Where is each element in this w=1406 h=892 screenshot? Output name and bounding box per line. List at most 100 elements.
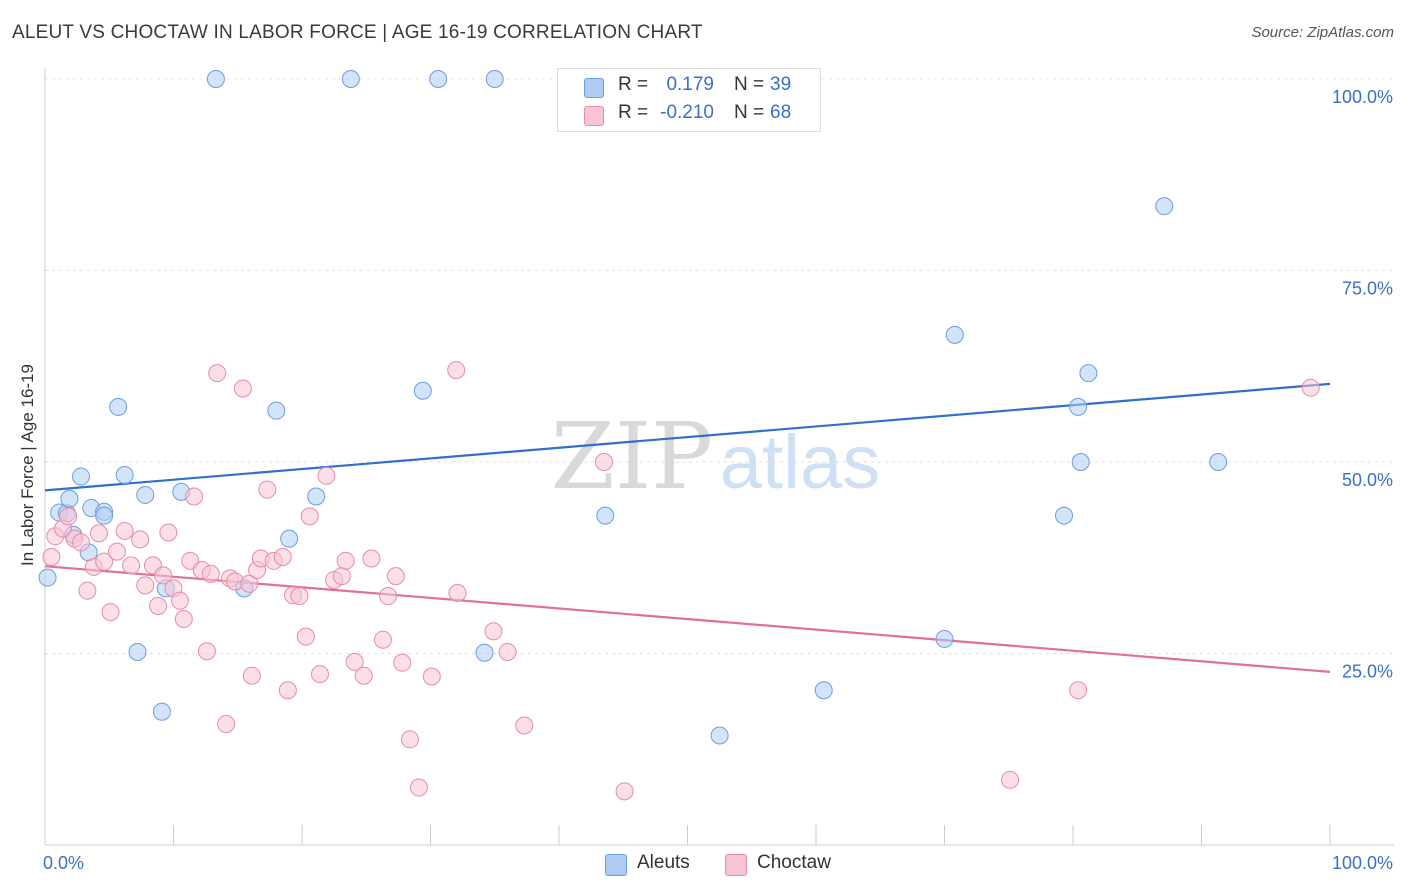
point-choctaw-14 xyxy=(131,530,150,549)
point-aleuts-31 xyxy=(945,325,964,344)
point-choctaw-49 xyxy=(336,551,355,570)
point-choctaw-21 xyxy=(170,591,189,610)
n-value: 39 xyxy=(770,74,792,95)
point-choctaw-33 xyxy=(240,574,259,593)
point-aleuts-27 xyxy=(596,506,615,525)
point-choctaw-19 xyxy=(159,523,178,542)
point-choctaw-58 xyxy=(409,778,428,797)
point-choctaw-55 xyxy=(386,567,405,586)
source-label: Source: ZipAtlas.com xyxy=(1251,24,1394,41)
chart-title: ALEUT VS CHOCTAW IN LABOR FORCE | AGE 16… xyxy=(12,22,703,43)
legend-label-choctaw: Choctaw xyxy=(757,852,831,873)
point-aleuts-37 xyxy=(1155,197,1174,216)
point-choctaw-67 xyxy=(1001,770,1020,789)
point-choctaw-61 xyxy=(448,583,467,602)
trend-line-choctaw xyxy=(44,565,1331,673)
point-choctaw-22 xyxy=(174,610,193,629)
aleuts-swatch xyxy=(584,78,604,98)
legend-label-aleuts: Aleuts xyxy=(637,852,690,873)
point-choctaw-69 xyxy=(1301,378,1320,397)
r-label: R = xyxy=(618,102,649,123)
point-choctaw-45 xyxy=(310,665,329,684)
stats-legend: R = 0.179 N = 39 R = -0.210 N = 68 xyxy=(557,68,821,132)
point-aleuts-35 xyxy=(1071,453,1090,471)
series-legend: Aleuts Choctaw xyxy=(0,852,1406,878)
point-aleuts-24 xyxy=(429,70,448,88)
point-aleuts-32 xyxy=(935,629,954,648)
point-choctaw-50 xyxy=(345,652,364,671)
point-aleuts-0 xyxy=(38,568,57,587)
point-choctaw-64 xyxy=(515,716,534,735)
point-aleuts-33 xyxy=(1055,506,1074,525)
watermark-zip: ZIP xyxy=(551,403,713,510)
point-choctaw-32 xyxy=(233,379,252,398)
point-choctaw-68 xyxy=(1069,681,1088,700)
point-choctaw-43 xyxy=(296,627,315,646)
stats-row-aleuts: R = 0.179 N = 39 xyxy=(558,72,820,100)
point-choctaw-48 xyxy=(332,567,351,586)
point-choctaw-51 xyxy=(354,666,373,685)
point-aleuts-36 xyxy=(1079,364,1098,383)
point-choctaw-28 xyxy=(208,364,227,383)
point-aleuts-30 xyxy=(814,681,833,700)
point-aleuts-19 xyxy=(267,401,286,420)
r-value: 0.179 xyxy=(666,74,714,95)
point-choctaw-0 xyxy=(42,547,61,566)
point-aleuts-17 xyxy=(206,70,225,88)
point-choctaw-37 xyxy=(258,480,277,499)
point-aleuts-10 xyxy=(109,397,128,416)
n-value: 68 xyxy=(770,102,792,123)
point-choctaw-15 xyxy=(136,576,155,595)
y-tick-label-1: 50.0% xyxy=(1342,470,1393,490)
point-choctaw-10 xyxy=(101,603,120,622)
point-choctaw-18 xyxy=(154,566,173,585)
point-choctaw-17 xyxy=(149,597,168,616)
point-aleuts-5 xyxy=(71,467,90,486)
point-choctaw-46 xyxy=(317,466,336,485)
point-choctaw-60 xyxy=(447,361,466,380)
point-aleuts-20 xyxy=(280,529,299,548)
point-choctaw-26 xyxy=(197,642,216,661)
point-choctaw-3 xyxy=(59,507,78,526)
point-choctaw-53 xyxy=(373,630,392,649)
point-choctaw-27 xyxy=(201,564,220,583)
y-tick-label-3: 100.0% xyxy=(1332,87,1393,107)
choctaw-swatch xyxy=(584,106,604,126)
point-choctaw-12 xyxy=(115,521,134,540)
point-choctaw-56 xyxy=(393,653,412,672)
point-choctaw-52 xyxy=(362,549,381,568)
point-choctaw-66 xyxy=(615,782,634,801)
point-choctaw-8 xyxy=(89,524,108,543)
point-aleuts-22 xyxy=(341,70,360,88)
point-choctaw-40 xyxy=(278,681,297,700)
y-tick-label-2: 75.0% xyxy=(1342,279,1393,299)
point-aleuts-9 xyxy=(95,506,114,525)
point-aleuts-11 xyxy=(115,466,134,485)
point-choctaw-6 xyxy=(78,581,97,600)
grid-lines xyxy=(45,78,1394,654)
point-choctaw-65 xyxy=(594,453,613,471)
point-aleuts-3 xyxy=(60,489,79,508)
axes xyxy=(44,68,1394,846)
point-aleuts-23 xyxy=(413,381,432,400)
tick-labels: 25.0% 50.0% 75.0% 100.0% 0.0% 100.0% xyxy=(43,87,1393,873)
n-label: N = xyxy=(734,74,765,95)
point-choctaw-5 xyxy=(71,533,90,552)
point-aleuts-12 xyxy=(128,642,147,661)
trend-line-aleuts xyxy=(44,382,1331,492)
point-choctaw-42 xyxy=(290,587,309,606)
point-choctaw-62 xyxy=(484,622,503,641)
x-tick-label-1: 100.0% xyxy=(1332,853,1393,873)
point-choctaw-11 xyxy=(107,542,126,561)
point-aleuts-25 xyxy=(485,70,504,88)
point-aleuts-28 xyxy=(710,726,729,745)
point-aleuts-26 xyxy=(475,643,494,662)
point-aleuts-38 xyxy=(1209,453,1228,471)
trend-lines xyxy=(44,382,1331,673)
point-choctaw-54 xyxy=(379,587,398,606)
watermark-atlas: atlas xyxy=(720,420,881,505)
point-choctaw-34 xyxy=(242,666,261,685)
point-choctaw-24 xyxy=(185,487,204,506)
point-choctaw-9 xyxy=(95,552,114,571)
